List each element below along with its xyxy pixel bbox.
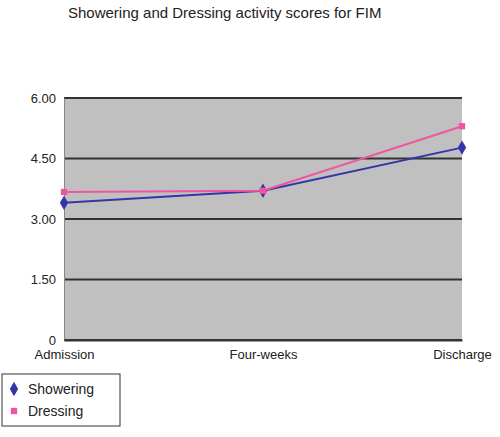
y-tick: 0 xyxy=(49,333,64,348)
legend-box xyxy=(2,374,120,426)
legend-label: Dressing xyxy=(28,403,83,419)
x-tick-label: Four-weeks xyxy=(230,347,298,362)
legend: Showering Dressing xyxy=(2,374,120,426)
legend-label: Showering xyxy=(28,381,94,397)
grid-line xyxy=(64,339,462,341)
point-marker xyxy=(61,189,67,195)
legend-marker xyxy=(10,382,18,396)
point-marker xyxy=(459,123,465,129)
y-tick: 4.50 xyxy=(31,151,64,166)
y-tick-label: 1.50 xyxy=(31,272,56,287)
x-tick: Admission xyxy=(35,340,95,362)
point-marker xyxy=(60,196,68,210)
chart: Showering and Dressing activity scores f… xyxy=(0,0,500,437)
y-tick-label: 0 xyxy=(49,333,56,348)
title: Showering and Dressing activity scores f… xyxy=(68,4,381,21)
x-tick: Four-weeks xyxy=(230,340,298,362)
grid-line xyxy=(64,218,462,220)
grid-line xyxy=(64,97,462,99)
grid-line xyxy=(64,158,462,160)
x-axis: Admission Four-weeks Discharge xyxy=(35,340,492,362)
point-marker xyxy=(259,184,267,198)
series-line xyxy=(64,126,462,192)
legend-marker xyxy=(11,408,17,414)
y-tick: 6.00 xyxy=(31,91,64,106)
plot-area xyxy=(64,98,462,340)
x-tick: Discharge xyxy=(433,340,492,362)
y-tick-label: 4.50 xyxy=(31,151,56,166)
x-tick-label: Admission xyxy=(35,347,95,362)
plot-marks xyxy=(60,123,466,210)
series-line xyxy=(64,148,462,203)
y-tick: 3.00 xyxy=(31,212,64,227)
x-tick-label: Discharge xyxy=(433,347,492,362)
y-tick-label: 3.00 xyxy=(31,212,56,227)
point-marker xyxy=(458,140,466,154)
grid xyxy=(64,98,462,340)
y-tick: 1.50 xyxy=(31,272,64,287)
y-axis: 0 1.50 3.00 4.50 6.00 xyxy=(31,91,65,348)
y-axis-line xyxy=(64,99,65,341)
y-tick-label: 6.00 xyxy=(31,91,56,106)
x-axis-line xyxy=(65,340,463,342)
grid-line xyxy=(64,279,462,281)
point-marker xyxy=(260,188,266,194)
